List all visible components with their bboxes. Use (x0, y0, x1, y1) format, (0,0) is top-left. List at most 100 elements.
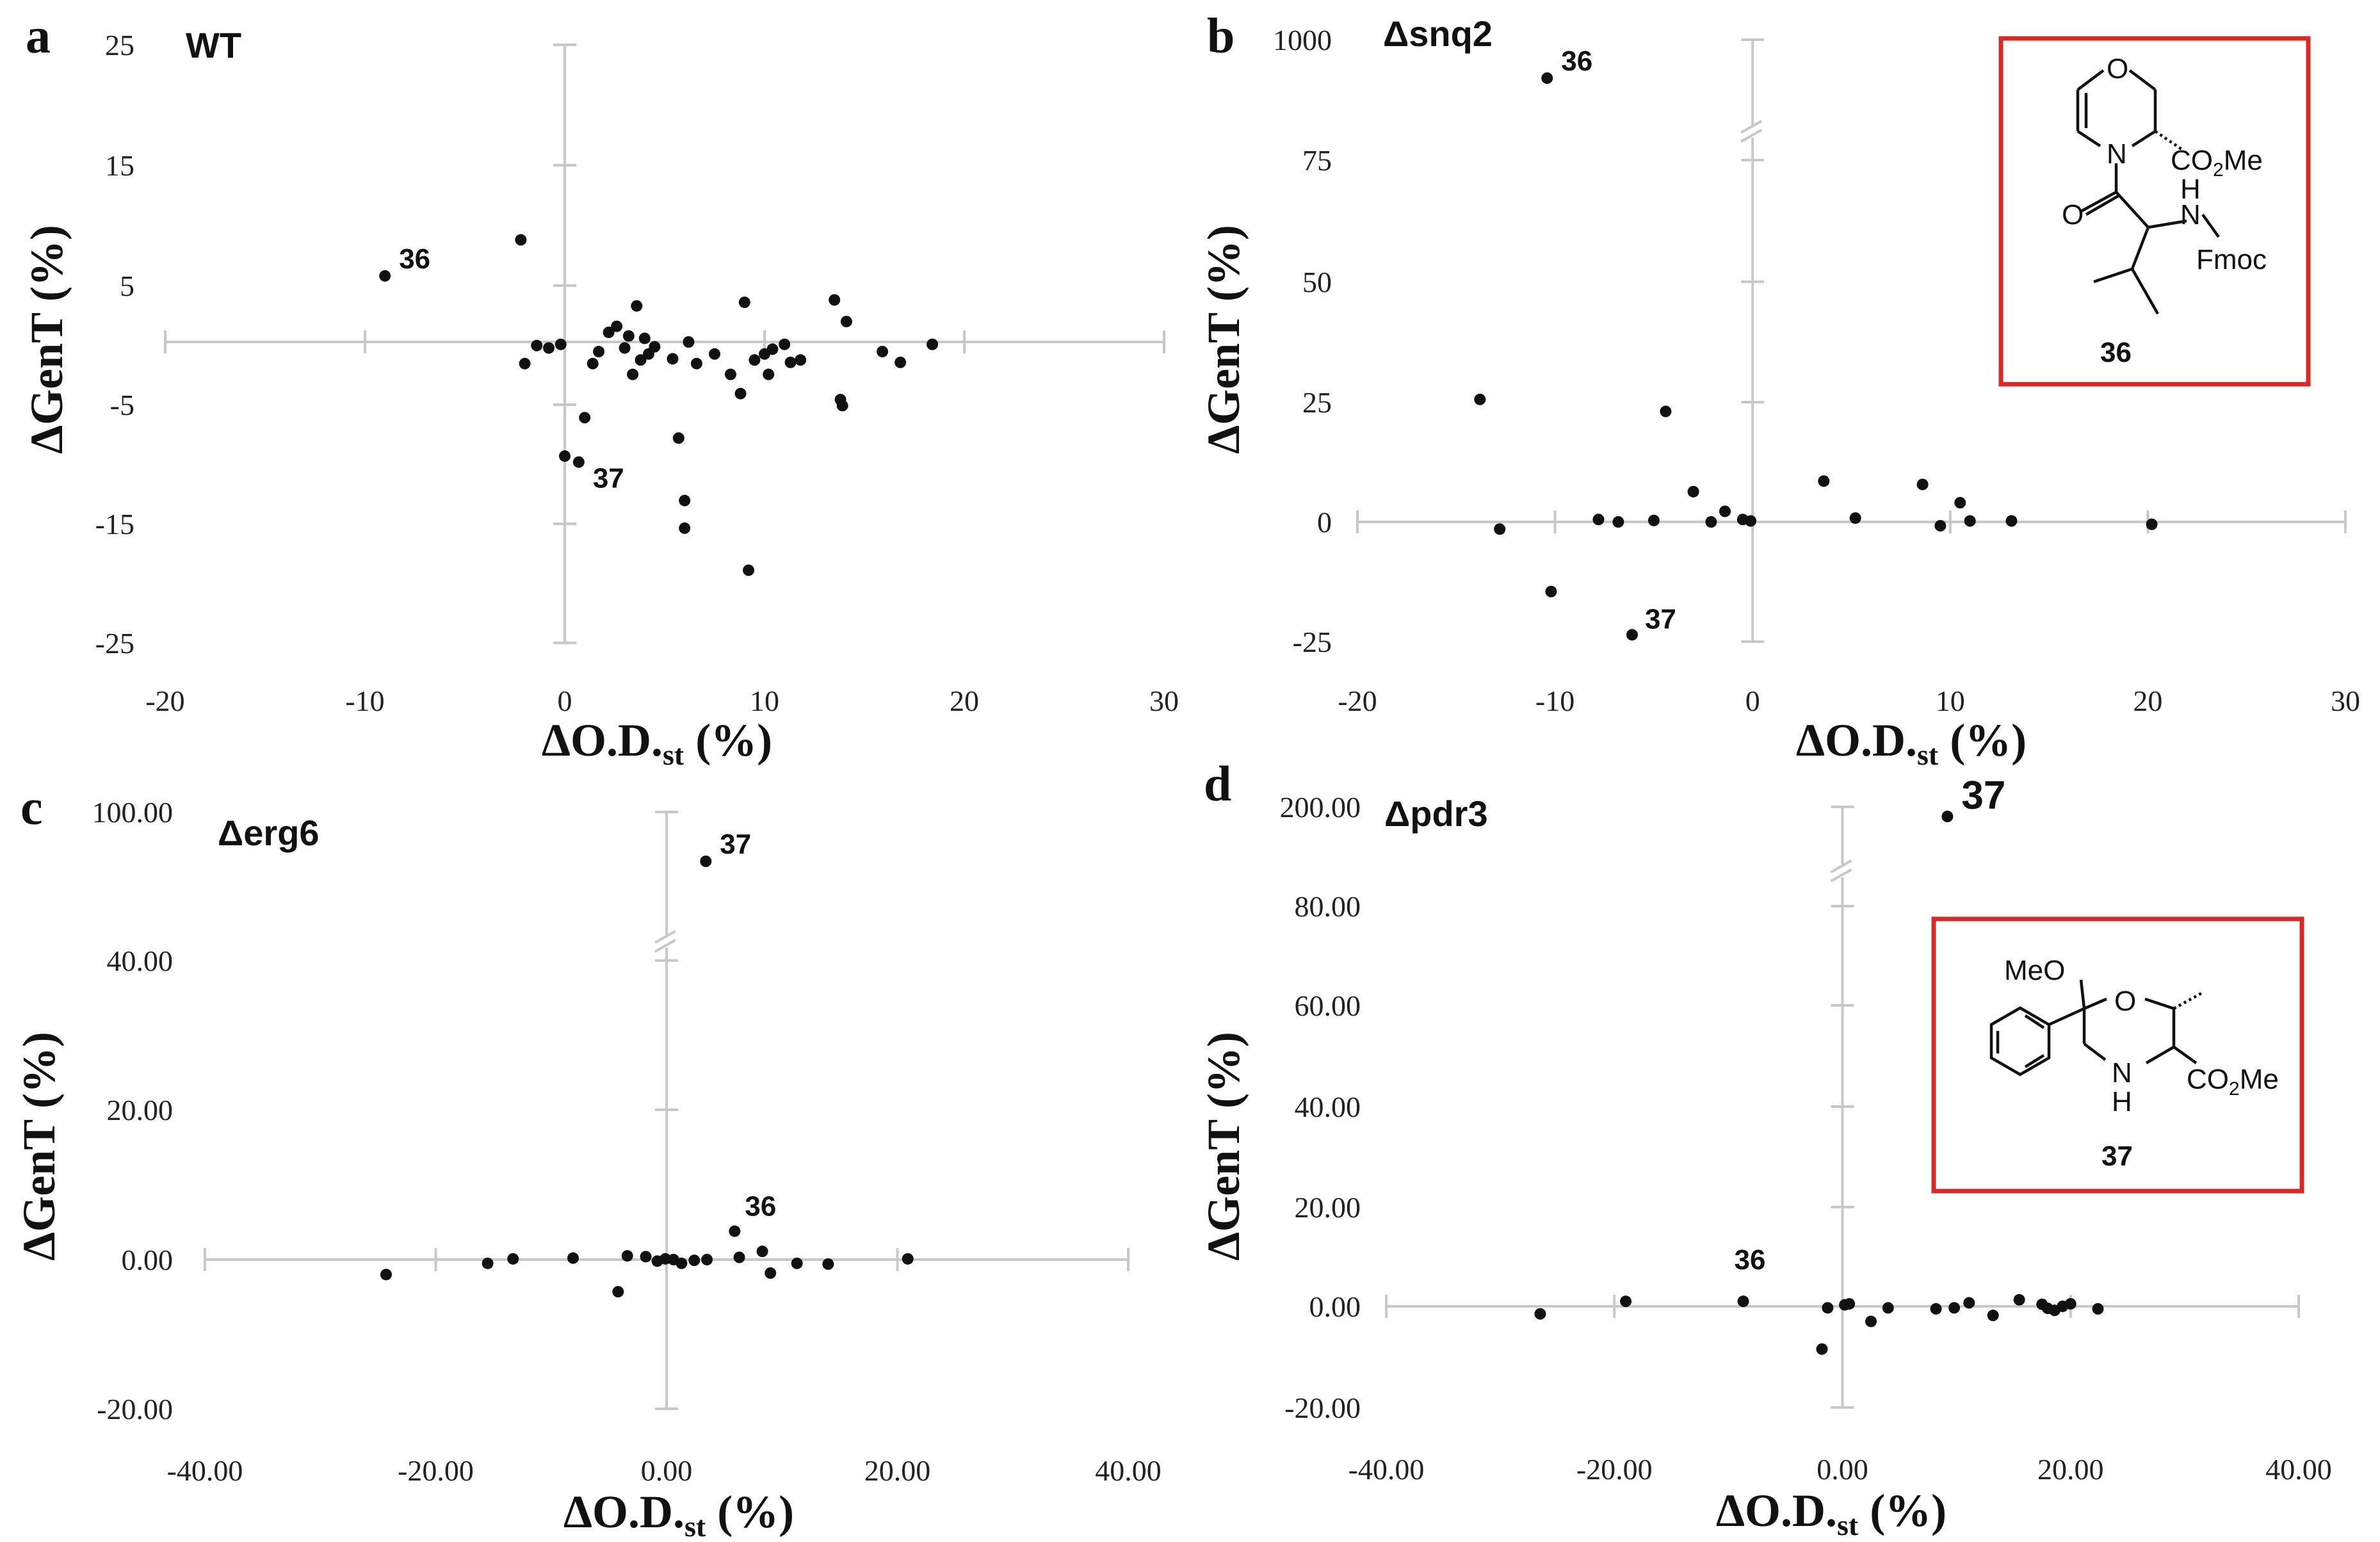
strain-label-d: Δpdr3 (1384, 793, 1488, 834)
chart-panel-b: -20 -10 0 10 20 30 1000 75 50 25 0 -25 36 37 (1273, 24, 2360, 717)
axis-break-mark (654, 930, 676, 944)
data-point (379, 270, 391, 282)
data-point (667, 353, 679, 365)
x-tick-label: -40.00 (1348, 1453, 1425, 1486)
ester-label-36: CO2Me (2171, 145, 2263, 181)
y-tick-label: -20.00 (1284, 1392, 1361, 1424)
compound-36-bonds (2076, 69, 2220, 315)
y-tick-label: 25 (105, 29, 134, 61)
inset-border-37 (1931, 916, 2304, 1194)
data-point (1545, 585, 1557, 597)
point-label-37: 37 (1961, 774, 2005, 818)
point-label-36: 36 (399, 243, 430, 275)
data-point (579, 412, 591, 424)
data-point (709, 348, 720, 360)
data-point (1816, 1343, 1828, 1355)
data-point (1954, 497, 1966, 508)
data-point (1849, 512, 1861, 524)
data-point (380, 1269, 392, 1281)
data-point (734, 387, 747, 400)
y-tick-label: 15 (105, 149, 134, 182)
y-tick-label: 0.00 (122, 1244, 174, 1276)
data-point (631, 300, 643, 312)
data-point (567, 1252, 579, 1264)
compound-37-structure-inset: MeO O N H CO2Me 37 (1931, 916, 2304, 1194)
data-point (679, 522, 691, 534)
y-tick-label: 20.00 (1295, 1191, 1361, 1224)
data-point (683, 336, 695, 348)
data-point (1964, 515, 1976, 527)
data-point (763, 368, 775, 380)
point-label-37: 37 (1645, 603, 1676, 635)
data-point (840, 316, 852, 328)
ester-label-37: CO2Me (2187, 1064, 2279, 1100)
axis-break-mark (1830, 868, 1852, 882)
data-point (1934, 520, 1947, 532)
data-point (1987, 1310, 1999, 1322)
data-point (1843, 1298, 1856, 1310)
data-point (672, 432, 684, 444)
y-tick-label: -25 (95, 627, 134, 660)
data-point (738, 296, 750, 309)
data-point (765, 1267, 777, 1279)
data-point (2092, 1303, 2104, 1315)
atom-O-ring-37: O (2114, 986, 2136, 1017)
x-tick-label: -20 (145, 685, 184, 717)
y-tick-label: 1000 (1273, 24, 1332, 56)
y-tick-label: 5 (120, 270, 134, 302)
y-tick-label: 80.00 (1295, 890, 1361, 923)
data-point (1687, 485, 1699, 498)
data-point (2013, 1294, 2025, 1306)
strain-label-a: WT (186, 25, 241, 65)
data-point (1865, 1315, 1877, 1327)
x-tick-label: 10 (750, 685, 779, 717)
y-axis-title-a: ΔGenT (%) (21, 225, 72, 454)
data-point (555, 338, 567, 350)
atom-Fmoc: Fmoc (2196, 244, 2267, 275)
x-tick-label: 40.00 (1095, 1454, 1162, 1487)
y-tick-label: 60.00 (1295, 989, 1361, 1022)
y-axis-title-d: ΔGenT (%) (1198, 1032, 1249, 1261)
axis-break-mark (1740, 120, 1763, 134)
data-point (676, 1257, 688, 1269)
y-axis-title-c: ΔGenT (%) (13, 1032, 65, 1261)
compound-37-bonds (1989, 979, 2204, 1076)
x-tick-label: -10 (345, 685, 384, 717)
x-tick-label: 20 (2133, 685, 2162, 717)
data-point (611, 320, 623, 332)
x-tick-label: -20.00 (398, 1454, 474, 1487)
y-tick-label: 50 (1302, 266, 1332, 298)
x-tick-label: 30 (1149, 685, 1179, 717)
data-point (1620, 1295, 1632, 1308)
x-tick-label: 0 (558, 685, 572, 717)
x-tick-label: -10 (1535, 685, 1575, 717)
data-point (621, 1250, 633, 1262)
atom-N-amide: N (2180, 199, 2201, 231)
panel-letter-b: b (1207, 8, 1235, 63)
data-point (1963, 1297, 1975, 1309)
data-point (724, 368, 736, 380)
data-point (688, 1254, 700, 1267)
data-point (690, 357, 702, 369)
data-point (743, 564, 755, 576)
y-tick-label: -5 (110, 389, 134, 421)
data-point (1592, 514, 1605, 526)
data-point (829, 294, 841, 306)
data-point (572, 456, 585, 468)
x-tick-label: 40.00 (2265, 1453, 2332, 1486)
y-tick-label: -20.00 (97, 1393, 173, 1425)
data-point (1941, 811, 1954, 822)
data-point (1541, 72, 1553, 84)
data-point (559, 450, 571, 462)
y-tick-label: -25 (1293, 626, 1332, 658)
compound-number-36: 36 (2100, 337, 2132, 368)
data-point (766, 343, 779, 355)
data-point (1705, 516, 1717, 528)
data-point (756, 1246, 768, 1258)
data-point (1916, 478, 1929, 491)
data-point (1818, 475, 1830, 487)
atom-O-ring: O (2107, 53, 2128, 85)
y-axis-title-b: ΔGenT (%) (1198, 225, 1249, 454)
atom-H-ring-37: H (2112, 1086, 2132, 1117)
